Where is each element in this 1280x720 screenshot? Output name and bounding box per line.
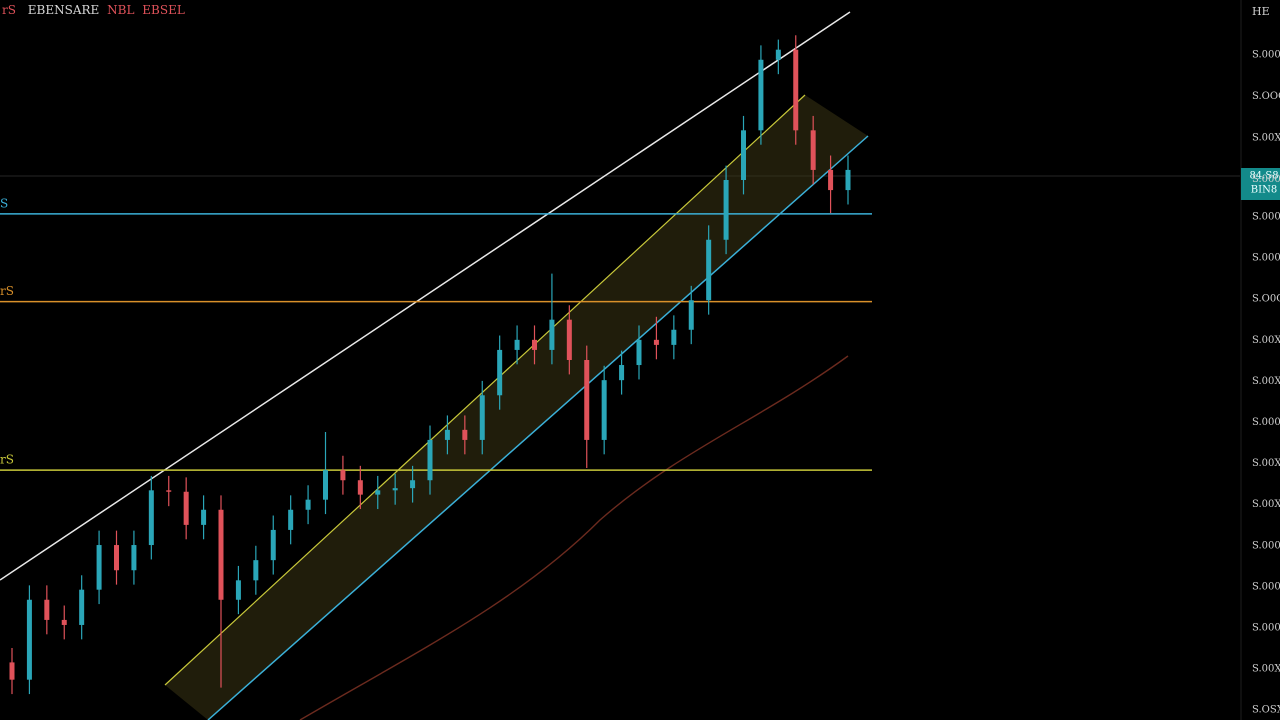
candle-body [114,545,119,571]
candle-body [444,429,450,440]
candle-body [462,429,468,440]
candle-body [619,365,625,381]
candle-body [532,339,537,350]
candle-body [218,509,224,600]
level-label: rS [0,453,14,467]
candle-body [601,380,607,440]
candle-body [671,329,677,345]
axis-label: S.000 [1252,417,1280,428]
candle-body [497,349,503,396]
header-part: EBSEL [142,3,185,17]
candle-body [653,339,659,345]
candle-body [549,319,555,350]
candles [9,35,851,695]
axis-label: S.000 [1252,50,1280,61]
axis-label: S.00X [1252,458,1280,469]
candle-body [375,490,381,495]
candle-body [758,59,764,131]
axis-label: S.000 [1252,581,1280,592]
levels: SrS rS [0,196,872,471]
price-tag [1241,168,1280,200]
candle-body [427,439,433,481]
header-part: NBL [107,3,134,17]
candle-body [706,239,712,301]
candle-body [201,509,207,525]
candle-body [9,662,15,680]
candle-body [79,589,85,625]
candle-body [357,480,363,495]
header-part: rS [2,3,16,17]
axis-label: S.00X [1252,335,1280,346]
axis-label: S.00X [1252,376,1280,387]
price-tag-top: 84.S8 [1249,171,1278,182]
candle-body [845,169,851,191]
axis-label: S.000 [1252,623,1280,634]
candle-body [566,319,572,360]
candle-body [775,49,781,60]
candle-body [636,339,642,366]
channel-fill [165,95,868,720]
candle-body [514,339,520,350]
channel-bottom [207,135,869,720]
axis-label: S.00X [1252,664,1280,675]
price-axis: S.000 S.OOO S.00X S.000 S.000 S.000 S.O0O S.00X… [1252,50,1280,716]
axis-label: S.00X [1252,499,1280,510]
trend-line [0,11,851,581]
candle-body [340,470,346,481]
candle-body [288,509,294,530]
candle-body [235,580,241,600]
candle-body [828,169,834,191]
candle-body [96,545,102,590]
candle-body [183,491,189,525]
moving-average [299,355,849,720]
candle-body [741,130,746,180]
axis-label: S.00X [1252,133,1280,144]
candle-body [410,480,416,489]
header-title: rS EBENSARE NBL EBSEL [2,3,185,17]
candle-body [148,490,154,546]
candle-body [253,560,259,581]
candle-body [810,130,816,170]
candle-body [392,488,398,491]
candle-body [688,300,694,330]
level-label: S [0,196,8,210]
header-part: EBENSARE [28,3,100,17]
axis-label: S.000 [1252,253,1280,264]
axis-label: S.O0O [1252,294,1280,305]
candle-body [305,499,311,510]
price-tag-bottom: BIN8 [1251,185,1277,196]
candle-body [26,599,32,680]
axis-label: S.000 [1252,212,1280,223]
level-label: rS [0,284,14,298]
corner-label: HE [1252,5,1270,18]
candle-body [723,180,729,240]
axis-label: S.OOO [1252,91,1280,102]
candle-body [270,529,276,561]
axis-label: S.000 [1252,540,1280,551]
candle-body [44,599,50,620]
candle-body [793,49,799,131]
candle-body [61,619,67,625]
candle-body [166,490,172,492]
channel-top [164,94,806,686]
axis-label: S.000 [1252,174,1280,185]
candle-body [479,395,485,440]
candle-body [323,470,328,500]
candle-body [584,360,590,440]
axis-label: S.OSX [1252,705,1280,716]
candle-body [131,545,137,571]
